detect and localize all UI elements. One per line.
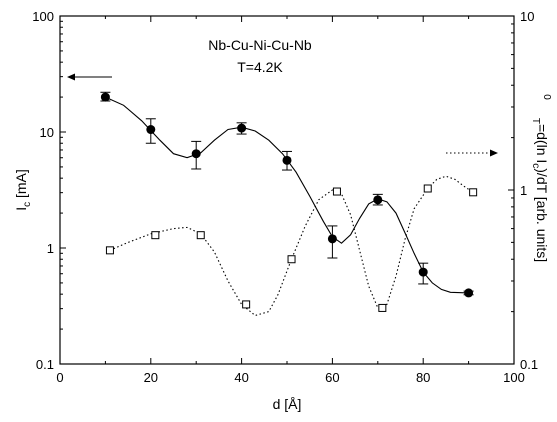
fit-line-series-2 xyxy=(109,175,474,317)
data-point-circle xyxy=(464,288,474,298)
data-point-square xyxy=(378,303,387,312)
y-left-tick-label: 1 xyxy=(47,241,54,256)
data-point-square xyxy=(196,231,205,240)
data-point-square xyxy=(332,187,341,196)
x-tick-label: 20 xyxy=(144,370,158,385)
data-point-square xyxy=(287,255,296,264)
data-point-circle xyxy=(237,123,247,133)
data-point-circle xyxy=(373,195,383,205)
data-point-circle xyxy=(191,149,201,159)
x-tick-label: 0 xyxy=(56,370,63,385)
y-left-main: I xyxy=(13,207,29,211)
y-right-sub: c xyxy=(530,163,541,168)
data-point-circle xyxy=(327,234,337,244)
data-point-square xyxy=(151,231,160,240)
y-right-axis-title: T=d(ln Ic)/dT [arb. units] xyxy=(530,118,550,262)
y-left-tick-label: 100 xyxy=(32,9,54,24)
y-left-sub: c xyxy=(22,202,33,207)
fit-line-series-1 xyxy=(105,96,469,294)
data-point-circle xyxy=(146,125,156,135)
y-right-part3: )/dT [arb. units] xyxy=(534,168,550,262)
y-right-tick-label: 1 xyxy=(520,183,527,198)
x-tick-label: 80 xyxy=(416,370,430,385)
y-right-part2: =d(ln I xyxy=(534,124,550,163)
y-left-tick-label: 0.1 xyxy=(36,357,54,372)
axis-ticks xyxy=(59,15,515,365)
x-tick-label: 100 xyxy=(503,370,525,385)
y-right-superscript: 0 xyxy=(541,94,552,100)
fit-lines xyxy=(105,96,474,317)
y-left-axis-title: Ic [mA] xyxy=(13,169,33,211)
annotation-temperature: T=4.2K xyxy=(237,59,283,75)
x-axis-title: d [Å] xyxy=(273,396,302,412)
data-point-circle xyxy=(282,155,292,165)
data-point-circle xyxy=(418,267,428,277)
data-point-circle xyxy=(100,92,110,102)
y-left-rest: [mA] xyxy=(13,169,29,202)
data-point-square xyxy=(105,246,114,255)
data-point-square xyxy=(423,184,432,193)
plot-frame xyxy=(59,15,515,365)
data-point-square xyxy=(242,300,251,309)
x-tick-label: 60 xyxy=(325,370,339,385)
y-right-tick-label: 0.1 xyxy=(520,357,538,372)
left-axis-arrow xyxy=(67,73,112,81)
y-left-tick-label: 10 xyxy=(40,125,54,140)
annotation-sample: Nb-Cu-Ni-Cu-Nb xyxy=(208,37,312,53)
data-point-square xyxy=(469,188,478,197)
data-markers xyxy=(100,91,478,312)
right-axis-arrow xyxy=(446,149,498,157)
y-right-tau-sub: T xyxy=(530,118,541,124)
y-right-tick-label: 10 xyxy=(520,9,534,24)
x-tick-label: 40 xyxy=(234,370,248,385)
